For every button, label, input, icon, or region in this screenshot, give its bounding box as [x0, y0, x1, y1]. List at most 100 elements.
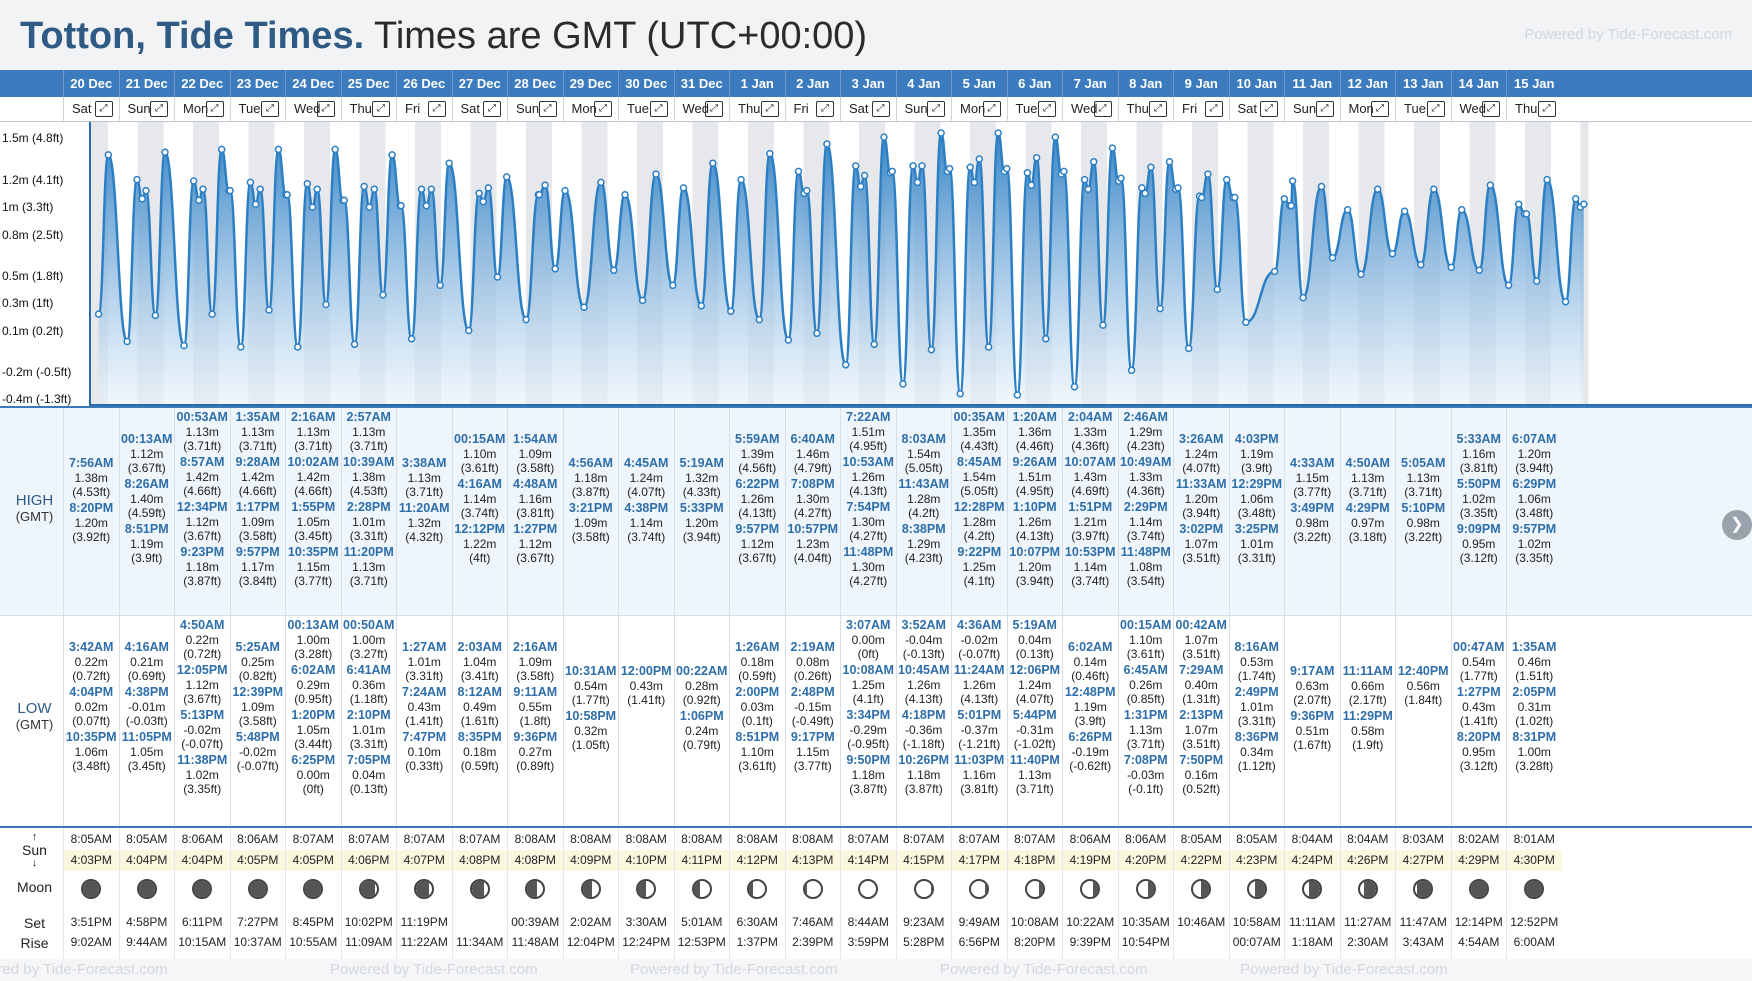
low-tide-height-m: 0.49m [463, 699, 497, 714]
high-tide-height-m: 1.54m [962, 469, 996, 484]
high-tide-height-ft: (3.71ft) [294, 439, 333, 453]
moon-phase-icon [358, 879, 379, 899]
expand-icon[interactable]: ⤢ [1537, 101, 1556, 117]
high-tide-cell: 2:04AM 1.33m (4.36ft) 10:07AM 1.43m (4.69ft) 1… [1062, 408, 1118, 617]
expand-icon[interactable]: ⤢ [1149, 101, 1167, 117]
expand-icon[interactable]: ⤢ [594, 101, 612, 117]
low-tide-height-m: 0.51m [1295, 723, 1329, 738]
moon-shadow [985, 881, 988, 897]
low-tide-height-m: 1.25m [851, 677, 885, 692]
moonset-time: 10:58AM [1232, 915, 1281, 929]
expand-icon[interactable]: ⤢ [1038, 101, 1056, 117]
low-tide-time: 3:42AM [69, 640, 114, 654]
date-cell: 5 Jan [951, 70, 1007, 97]
sunrise-time: 8:05AM [1229, 828, 1284, 850]
high-tide-entry: 1:17PM 1.09m (3.58ft) [231, 500, 286, 544]
high-tide-entry: 2:28PM 1.01m (3.31ft) [342, 500, 397, 544]
expand-icon[interactable]: ⤢ [1315, 101, 1334, 117]
high-tide-time: 6:40AM [790, 432, 835, 446]
high-tide-time: 4:45AM [624, 456, 669, 470]
high-tide-height-ft: (4.27ft) [849, 529, 888, 543]
expand-icon[interactable]: ⤢ [205, 101, 224, 117]
high-tide-height-ft: (4.66ft) [183, 484, 222, 498]
expand-icon[interactable]: ⤢ [1204, 101, 1223, 117]
sun-cell: 8:08AM 4:13PM [784, 828, 840, 871]
high-tide-height-m: 1.38m [352, 469, 386, 484]
high-tide-point [1287, 201, 1295, 210]
low-tide-time: 2:16AM [513, 640, 558, 654]
expand-icon[interactable]: ⤢ [316, 101, 335, 117]
expand-icon[interactable]: ⤢ [483, 101, 501, 117]
low-tide-height-m: 1.07m [1184, 632, 1218, 647]
low-tide-time: 7:05PM [346, 753, 391, 767]
low-tide-entry: 4:50AM 0.22m (0.72ft) [175, 618, 230, 662]
expand-icon[interactable]: ⤢ [760, 101, 779, 117]
expand-icon[interactable]: ⤢ [1093, 101, 1112, 117]
high-tide-time: 4:16AM [457, 477, 502, 491]
expand-icon[interactable]: ⤢ [427, 101, 446, 117]
low-tide-cell: 2:19AM 0.08m (0.26ft) 2:48PM -0.15m (-0.49ft)… [784, 616, 841, 825]
high-tide-time: 9:57PM [735, 522, 780, 536]
chevron-right-icon[interactable]: ❯ [1722, 510, 1752, 540]
low-tide-height-m: 0.26m [1129, 677, 1163, 692]
date-cell: 27 Dec [451, 70, 508, 97]
expand-icon[interactable]: ⤢ [1260, 101, 1278, 117]
moonset-time: 11:47AM [1399, 915, 1447, 929]
expand-icon[interactable]: ⤢ [705, 101, 723, 117]
expand-icon[interactable]: ⤢ [1426, 101, 1445, 117]
high-tide-time: 1:27PM [513, 522, 558, 536]
low-tide-height-ft: (3.71ft) [1126, 737, 1165, 751]
high-tide-time: 9:57PM [1512, 522, 1557, 536]
moonset-time: 6:11PM [182, 915, 223, 929]
expand-icon[interactable]: ⤢ [1371, 101, 1389, 117]
low-tide-height-m: 1.26m [962, 677, 996, 692]
high-tide-time: 10:53AM [842, 455, 894, 469]
expand-icon[interactable]: ⤢ [94, 101, 113, 117]
expand-icon[interactable]: ⤢ [538, 101, 557, 117]
high-tide-point [1060, 167, 1068, 176]
expand-icon[interactable]: ⤢ [372, 101, 390, 117]
high-tide-height-m: 1.23m [796, 536, 830, 551]
expand-icon[interactable]: ⤢ [1482, 101, 1500, 117]
date-cell: 13 Jan [1395, 70, 1451, 97]
high-tide-entry: 3:26AM 1.24m (4.07ft) [1174, 432, 1229, 476]
high-tide-time: 2:46AM [1123, 410, 1168, 424]
sunrise-time: 8:06AM [230, 828, 285, 850]
low-tide-entry: 11:40PM 1.13m (3.71ft) [1008, 753, 1063, 797]
high-tide-point [1400, 207, 1409, 215]
high-tide-entry: 00:53AM 1.13m (3.71ft) [175, 410, 230, 454]
expand-icon[interactable]: ⤢ [927, 101, 945, 117]
high-tide-height-m: 1.39m [740, 446, 774, 461]
expand-icon[interactable]: ⤢ [816, 101, 834, 117]
high-tide-row: HIGH (GMT) 7:56AM 1.38m (4.53ft) 8:20PM 1.20… [0, 406, 1752, 617]
expand-icon[interactable]: ⤢ [982, 101, 1001, 117]
weekday-cell: Sun ⤢ [1284, 97, 1340, 121]
sun-cell: 8:02AM 4:29PM [1450, 828, 1506, 871]
high-tide-time: 1:17PM [235, 500, 280, 514]
high-tide-height-ft: (3.74ft) [627, 530, 666, 544]
low-tide-cell: 00:50AM 1.00m (3.27ft) 6:41AM 0.36m (1.18ft) 2… [340, 616, 397, 825]
low-tide-height-ft: (4.13ft) [904, 692, 943, 706]
expand-icon[interactable]: ⤢ [871, 101, 890, 117]
low-tide-entry: 7:50PM 0.16m (0.52ft) [1174, 753, 1229, 797]
high-tide-height-m: 1.10m [463, 446, 497, 461]
high-tide-point [597, 178, 605, 187]
low-tide-height-m: 0.43m [407, 699, 441, 714]
moon-shadow [138, 881, 155, 897]
high-tide-entry: 3:49PM 0.98m (3.22ft) [1285, 501, 1340, 545]
tide-chart: 1.5m (4.8ft) 1.2m (4.1ft) 1m (3.3ft) 0.8m (… [0, 122, 1752, 406]
expand-icon[interactable]: ⤢ [261, 101, 279, 117]
sunset-time: 4:18PM [1007, 850, 1062, 871]
low-tide-height-ft: (-0.62ft) [1069, 759, 1112, 773]
high-tide-height-ft: (4.95ft) [1015, 484, 1054, 498]
low-tide-cell: 1:26AM 0.18m (0.59ft) 2:00PM 0.03m (0.1ft) 8:5… [729, 616, 785, 825]
expand-icon[interactable]: ⤢ [649, 101, 668, 117]
weekday-label: Mon [960, 101, 986, 116]
low-tide-height-ft: (0.13ft) [1015, 647, 1054, 661]
low-tide-entry: 11:03PM 1.16m (3.81ft) [952, 753, 1007, 797]
expand-icon[interactable]: ⤢ [150, 101, 168, 117]
moon-cell: 5:01AM 12:53PM [673, 869, 730, 959]
high-tide-entry: 12:29PM 1.06m (3.48ft) [1230, 477, 1285, 521]
low-tide-cell: 00:13AM 1.00m (3.28ft) 6:02AM 0.29m (0.95ft) 1… [285, 616, 341, 825]
low-tide-time: 4:16AM [124, 640, 169, 654]
